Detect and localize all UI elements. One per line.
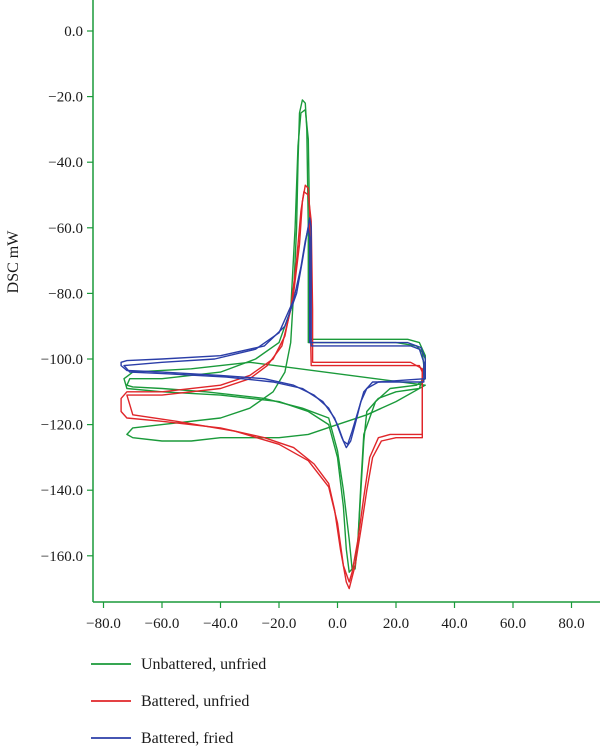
x-tick-label: 20.0 [383, 616, 409, 632]
x-tick-label: 60.0 [500, 616, 526, 632]
y-tick-label: −20.0 [48, 90, 83, 106]
y-tick-label: −140.0 [41, 483, 83, 499]
x-tick-label: −20.0 [262, 616, 297, 632]
y-tick-label: 0.0 [64, 24, 83, 40]
x-tick-label: −40.0 [203, 616, 238, 632]
x-axis: −80.0 −60.0 −40.0 −20.0 0.0 20.0 40.0 60.0 80.0 [86, 601, 600, 632]
series-2 [120, 217, 426, 449]
y-axis: 0.0 −20.0 −40.0 −60.0 −80.0 −100.0 −120.0 −140.… [41, 0, 94, 602]
legend-label: Unbattered, unfried [141, 656, 266, 673]
series-1 [120, 184, 423, 590]
x-tick-label: 0.0 [328, 616, 347, 632]
y-axis-title: DSC mW [5, 230, 22, 294]
legend-label: Battered, unfried [141, 693, 249, 710]
series-line [120, 184, 423, 590]
series-line [120, 217, 425, 445]
series-line [126, 109, 426, 570]
plot-area [120, 99, 426, 590]
x-tick-label: 80.0 [558, 616, 584, 632]
series-line [123, 227, 426, 449]
x-tick-label: −60.0 [145, 616, 180, 632]
legend: Unbattered, unfried Battered, unfried Batt… [91, 656, 266, 747]
y-tick-label: −40.0 [48, 155, 83, 171]
series-line [126, 191, 423, 583]
x-tick-label: −80.0 [86, 616, 121, 632]
y-tick-label: −160.0 [41, 549, 83, 565]
y-tick-label: −60.0 [48, 221, 83, 237]
x-tick-label: 40.0 [441, 616, 467, 632]
y-tick-label: −80.0 [48, 286, 83, 302]
y-tick-label: −120.0 [41, 418, 83, 434]
legend-label: Battered, fried [141, 730, 233, 747]
y-tick-label: −100.0 [41, 352, 83, 368]
